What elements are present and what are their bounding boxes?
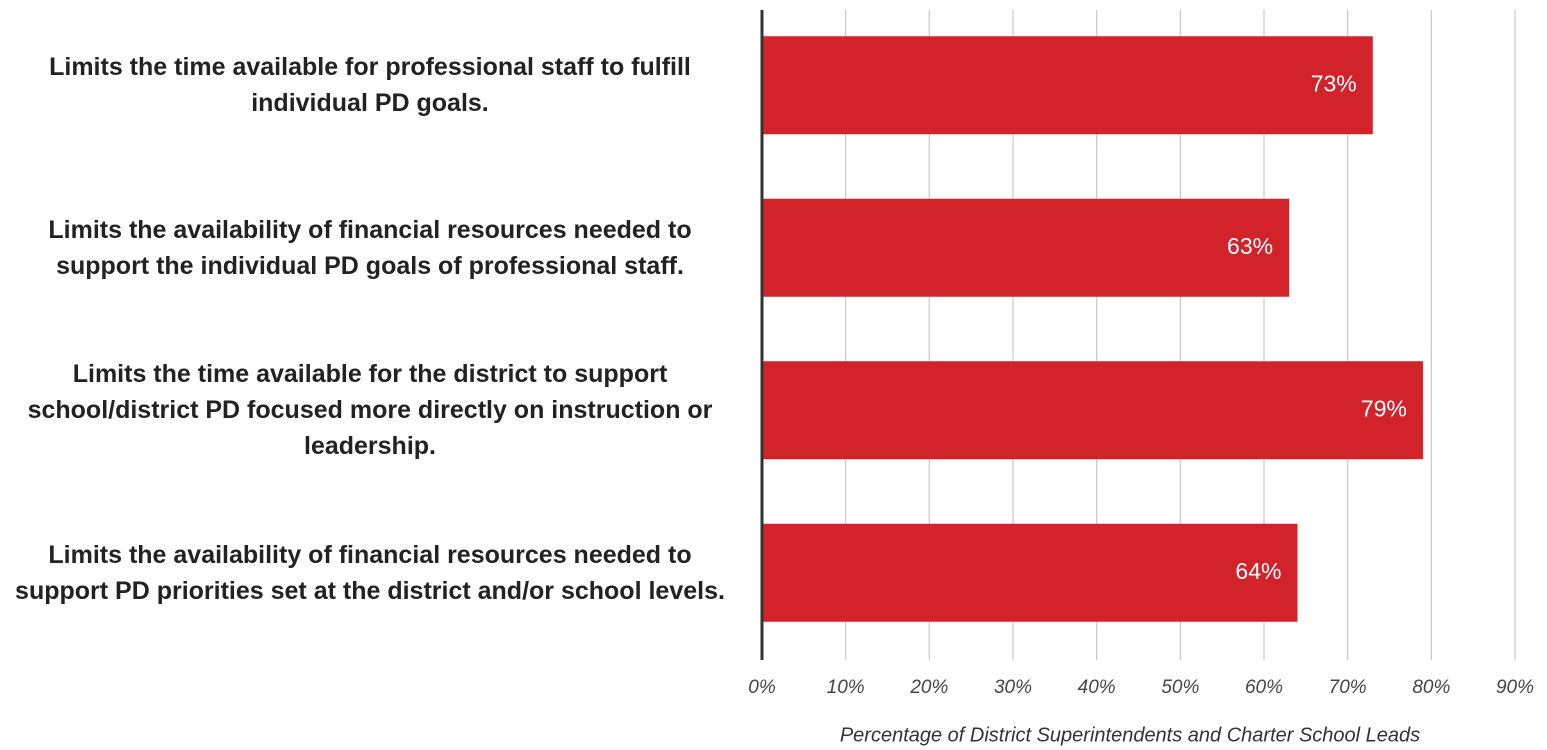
bar	[762, 361, 1423, 460]
bar	[762, 198, 1290, 297]
x-tick-label: 80%	[1412, 677, 1450, 698]
category-label: Limits the time available for the distri…	[27, 360, 713, 461]
value-label: 79%	[1361, 395, 1407, 421]
category-label: Limits the availability of financial res…	[48, 215, 692, 280]
x-tick-label: 10%	[827, 677, 865, 698]
value-label: 73%	[1311, 70, 1357, 96]
x-tick-label: 70%	[1329, 677, 1367, 698]
category-label: Limits the time available for profession…	[49, 53, 691, 118]
bar	[762, 523, 1298, 622]
bar	[762, 36, 1373, 135]
x-tick-label: 50%	[1161, 677, 1199, 698]
x-tick-label: 60%	[1245, 677, 1283, 698]
x-tick-label: 90%	[1496, 677, 1534, 698]
x-tick-label: 40%	[1078, 677, 1116, 698]
x-tick-label: 30%	[994, 677, 1032, 698]
value-label: 64%	[1235, 558, 1281, 584]
x-axis-title: Percentage of District Superintendents a…	[840, 724, 1420, 746]
x-tick-label: 0%	[748, 677, 776, 698]
category-label: Limits the availability of financial res…	[15, 540, 725, 605]
x-tick-label: 20%	[909, 677, 948, 698]
value-label: 63%	[1227, 233, 1273, 259]
